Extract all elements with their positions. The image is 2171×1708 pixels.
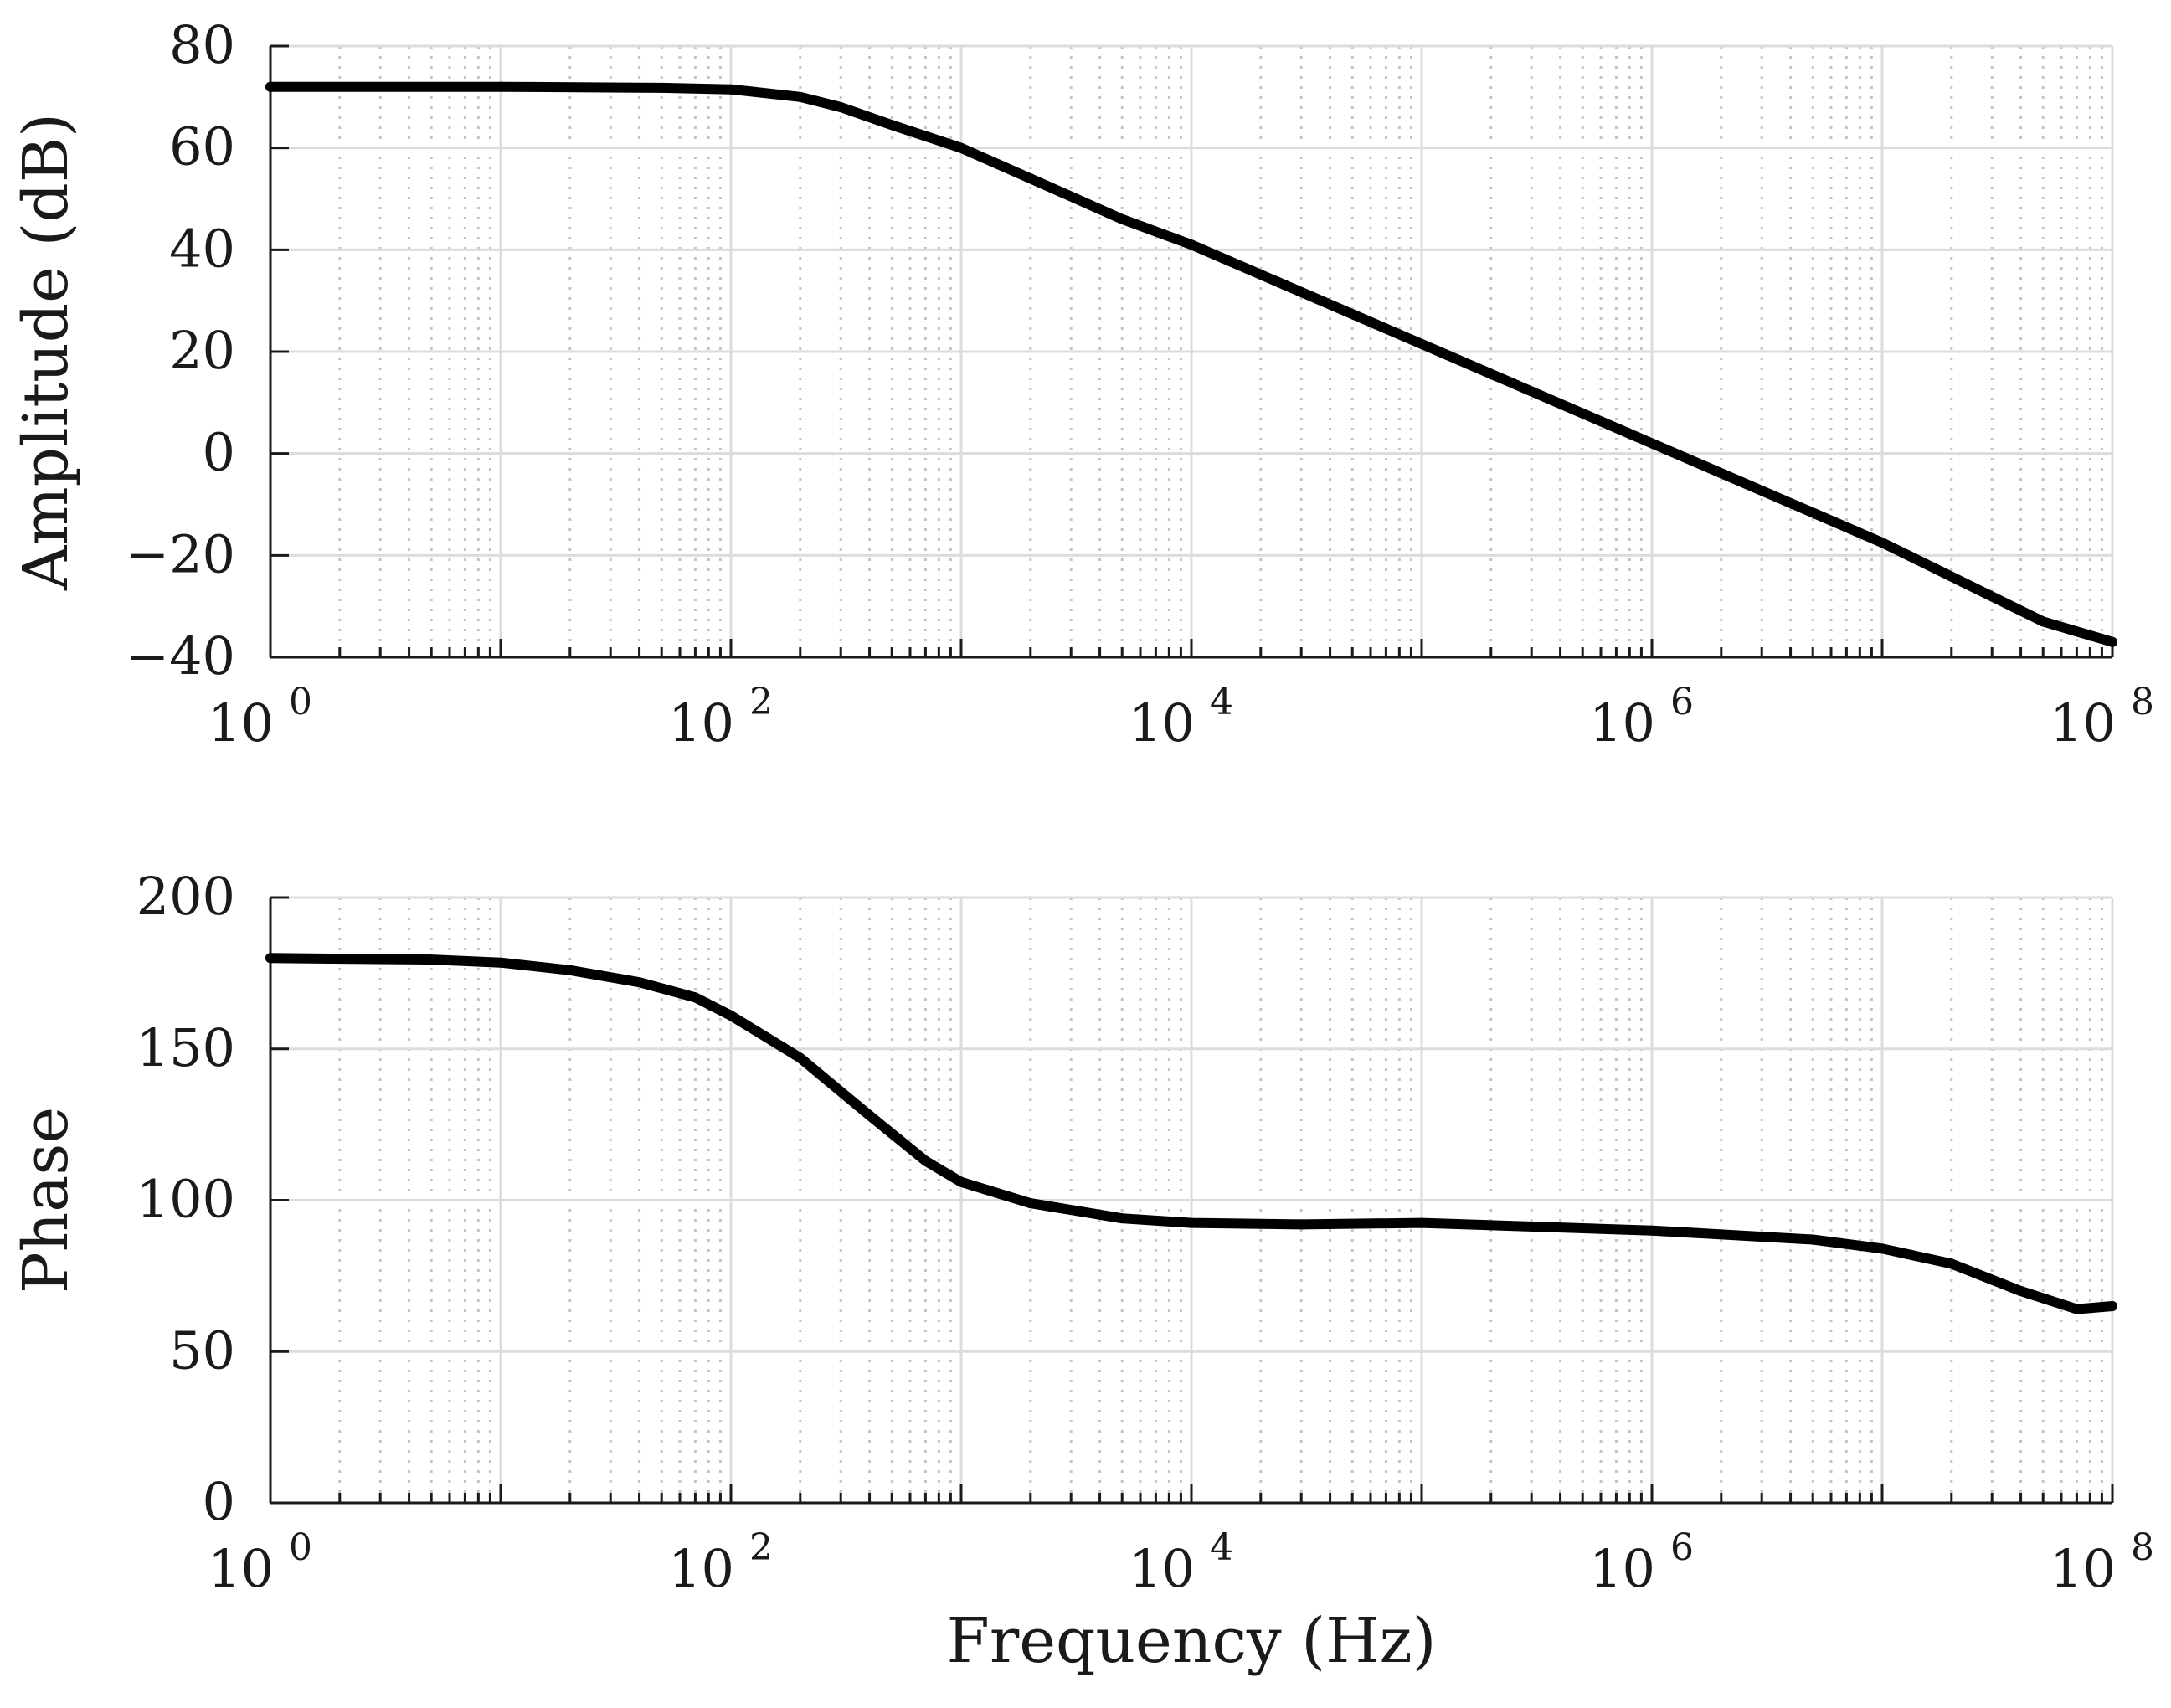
amplitude-y-tick-label: 40 [169, 218, 235, 279]
phase-data-point [956, 1176, 966, 1187]
phase-data-point [564, 965, 575, 975]
phase-x-tick-label-exponent: 6 [1670, 1526, 1694, 1569]
phase-data-point [1808, 1234, 1819, 1245]
phase-data-point [265, 953, 275, 964]
phase-x-tick-label-base: 10 [2050, 1538, 2116, 1599]
amplitude-y-tick-label: 0 [203, 422, 235, 483]
amplitude-data-point [656, 82, 667, 93]
amplitude-data-point [1186, 239, 1196, 250]
phase-data-point [496, 957, 506, 968]
amplitude-data-point [496, 81, 506, 92]
amplitude-data-point [887, 120, 898, 131]
phase-data-point [1025, 1198, 1036, 1209]
phase-x-axis-title: Frequency (Hz) [946, 1605, 1436, 1677]
phase-x-tick-label-base: 10 [1129, 1538, 1195, 1599]
amplitude-x-tick-label-exponent: 2 [749, 681, 773, 723]
amplitude-data-point [2107, 636, 2117, 647]
phase-data-point [1946, 1258, 1957, 1269]
amplitude-y-tick-label: 80 [169, 14, 235, 75]
phase-data-point [690, 992, 701, 1003]
amplitude-response-line [265, 81, 2117, 647]
phase-data-point [1186, 1217, 1196, 1228]
phase-data-point [426, 954, 437, 965]
amplitude-y-tick-label: −20 [126, 523, 235, 584]
amplitude-data-point [956, 142, 966, 153]
phase-x-tick-label-exponent: 8 [2131, 1526, 2154, 1569]
amplitude-x-tick-label-exponent: 4 [1210, 681, 1233, 723]
phase-data-point [2071, 1304, 2082, 1314]
phase-data-point [1877, 1243, 1887, 1254]
phase-x-tick-label-exponent: 4 [1210, 1526, 1233, 1569]
amplitude-data-point [1025, 173, 1036, 184]
phase-data-point [864, 1110, 875, 1121]
phase-data-point [2015, 1285, 2026, 1296]
phase-data-point [634, 977, 645, 988]
amplitude-data-point [1117, 214, 1128, 224]
amplitude-data-point [2038, 616, 2049, 627]
phase-x-tick-label-exponent: 0 [289, 1526, 312, 1569]
phase-data-point [1296, 1219, 1307, 1230]
amplitude-data-point [1647, 438, 1657, 449]
amplitude-x-tick-label-base: 10 [1589, 692, 1655, 754]
phase-x-tick-label-base: 10 [668, 1538, 734, 1599]
amplitude-x-tick-label-base: 10 [208, 692, 274, 754]
amplitude-y-tick-label: 20 [169, 320, 235, 381]
amplitude-x-tick-label-exponent: 0 [289, 681, 312, 723]
amplitude-x-tick-label-base: 10 [2050, 692, 2116, 754]
amplitude-data-point [1417, 338, 1427, 349]
phase-data-point [1647, 1225, 1657, 1236]
phase-data-point [2107, 1301, 2117, 1312]
phase-data-point [726, 1010, 736, 1021]
amplitude-y-tick-label: −40 [126, 625, 235, 687]
amplitude-data-point [726, 84, 736, 95]
phase-y-tick-label: 100 [136, 1169, 235, 1230]
phase-x-tick-label-base: 10 [208, 1538, 274, 1599]
amplitude-data-point [265, 81, 275, 92]
amplitude-x-tick-label-base: 10 [1129, 692, 1195, 754]
amplitude-data-point [1877, 538, 1887, 548]
phase-data-point [920, 1155, 931, 1166]
phase-data-point [1417, 1217, 1427, 1228]
phase-y-tick-label: 50 [169, 1320, 235, 1381]
amplitude-x-tick-label-base: 10 [668, 692, 734, 754]
phase-data-point [795, 1052, 805, 1063]
phase-y-tick-label: 150 [136, 1017, 235, 1078]
amplitude-x-tick-label-exponent: 6 [1670, 681, 1694, 723]
amplitude-y-axis-title: Amplitude (dB) [10, 113, 82, 591]
phase-y-tick-label: 200 [136, 866, 235, 927]
amplitude-data-point [836, 102, 846, 112]
phase-x-tick-label-base: 10 [1589, 1538, 1655, 1599]
phase-y-axis-title: Phase [10, 1107, 82, 1294]
amplitude-y-tick-label: 60 [169, 116, 235, 177]
phase-x-tick-label-exponent: 2 [749, 1526, 773, 1569]
amplitude-x-tick-label-exponent: 8 [2131, 681, 2154, 723]
phase-data-point [1117, 1213, 1128, 1224]
amplitude-data-point [795, 91, 805, 102]
phase-y-tick-label: 0 [203, 1471, 235, 1532]
